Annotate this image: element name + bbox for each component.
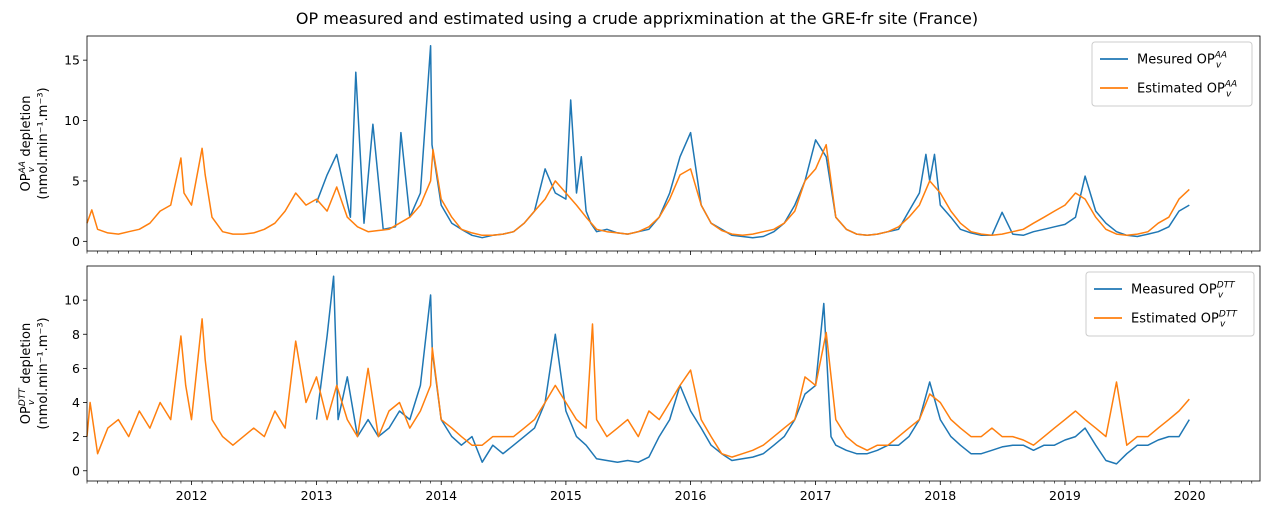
y-axis-label: OPDTTv depletion [18,323,37,425]
y-axis-unit: (nmol.min⁻¹.m⁻³) [36,87,51,199]
x-tick-label: 2014 [425,488,457,503]
y-tick-label: 4 [72,395,80,410]
y-tick-label: 15 [64,53,80,68]
x-tick-label: 2017 [800,488,832,503]
y-tick-label: 2 [72,429,80,444]
y-tick-label: 5 [72,173,80,188]
y-tick-label: 10 [64,293,80,308]
y-tick-label: 6 [72,361,80,376]
axes-frame [86,265,1261,482]
y-axis-unit: (nmol.min⁻¹.m⁻³) [36,317,51,429]
series-line-estimated [86,318,1190,458]
legend-box [1085,271,1255,337]
x-tick-label: 2018 [924,488,956,503]
legend: Measured OPDTT v Estimated OPDTT v [1085,271,1255,337]
legend-label: Mesured OPAA v [1137,51,1227,71]
panel-dtt: 0 2 4 6 8 10 2012 2013 2014 2015 2016 2017 2018 2019 2… [18,265,1261,503]
legend-label: Estimated OPAA v [1137,80,1237,100]
y-tick-label: 0 [72,234,80,249]
x-tick-label: 2016 [675,488,707,503]
y-tick-label: 0 [72,463,80,478]
legend-box [1091,41,1253,107]
x-tick-label: 2013 [301,488,333,503]
y-axis-label: OPAAv depletion [18,96,37,192]
y-tick-label: 8 [72,327,80,342]
series-line-measured [315,44,1190,239]
x-tick-label: 2015 [550,488,582,503]
series-line-estimated [86,143,1190,237]
panel-aa: 0 5 10 15 OPAAv depletion (nmol.min⁻¹.m⁻³) Mes… [18,35,1261,255]
x-tick-label: 2020 [1174,488,1206,503]
figure-title: OP measured and estimated using a crude … [296,9,978,28]
legend-label: Estimated OPDTT v [1131,310,1238,330]
legend: Mesured OPAA v Estimated OPAA v [1091,41,1253,107]
y-tick-label: 10 [64,113,80,128]
x-tick-label: 2019 [1049,488,1081,503]
series-line-measured [315,275,1190,465]
axes-frame [86,35,1261,252]
legend-label: Measured OPDTT v [1131,281,1236,301]
x-tick-label: 2012 [176,488,208,503]
